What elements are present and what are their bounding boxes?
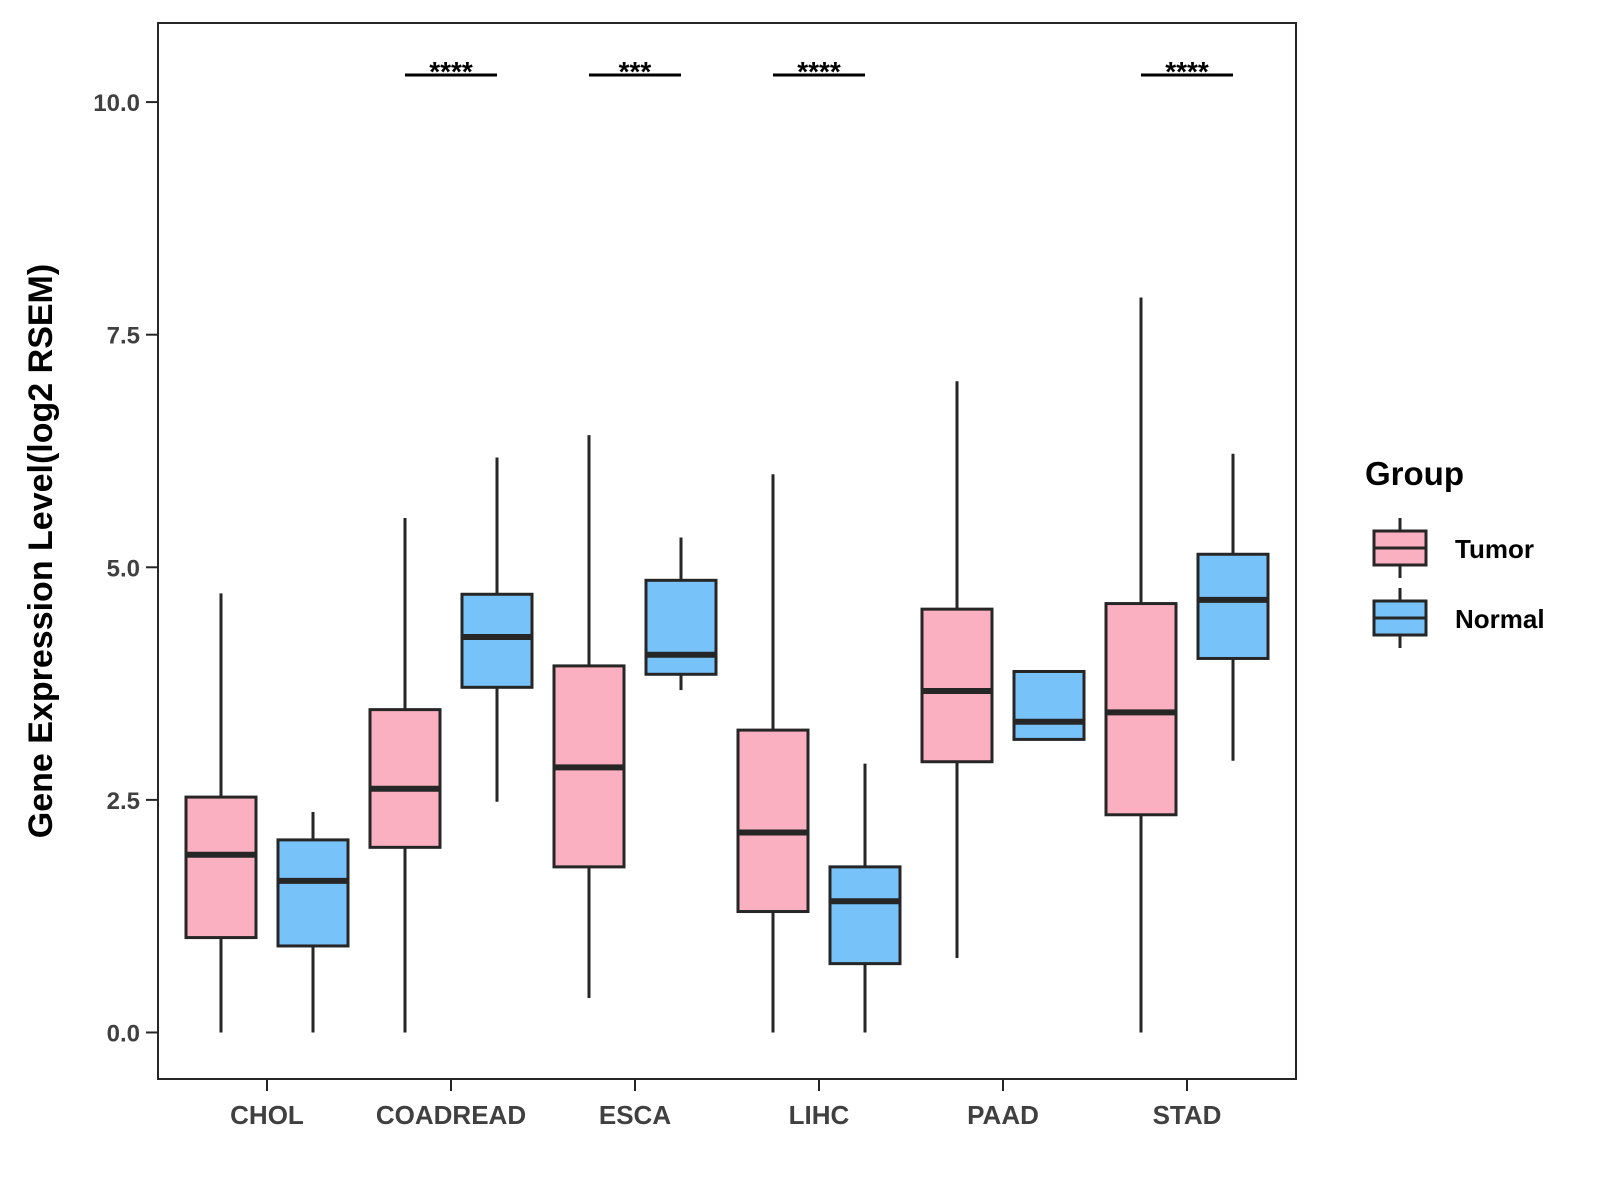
- significance-layer: **** *** **** ****: [405, 56, 1233, 87]
- box-iqr: [920, 607, 994, 764]
- legend-item-tumor: Tumor: [1372, 518, 1534, 578]
- box-tumor-esca: [552, 435, 626, 999]
- box-iqr: [184, 795, 258, 940]
- y-tick-label: 10.0: [93, 90, 140, 117]
- box-normal-chol: [276, 811, 350, 1033]
- box-tumor-coadread: [368, 517, 442, 1033]
- box-normal-stad: [1196, 453, 1270, 761]
- significance-label: ***: [619, 56, 652, 87]
- box-iqr: [276, 838, 350, 948]
- significance-esca: ***: [589, 56, 681, 87]
- box-iqr: [736, 728, 810, 914]
- significance-coadread: ****: [405, 56, 497, 87]
- box-iqr: [368, 708, 442, 849]
- significance-stad: ****: [1141, 56, 1233, 87]
- significance-label: ****: [429, 56, 473, 87]
- x-tick-label: ESCA: [599, 1100, 671, 1130]
- legend-item-normal: Normal: [1372, 588, 1545, 648]
- box-iqr: [460, 592, 534, 689]
- box-normal-lihc: [828, 763, 902, 1033]
- x-tick-label: COADREAD: [376, 1100, 526, 1130]
- x-tick-label: PAAD: [967, 1100, 1039, 1130]
- legend: Group Tumor Normal: [1365, 455, 1545, 648]
- x-tick-label: LIHC: [789, 1100, 850, 1130]
- significance-lihc: ****: [773, 56, 865, 87]
- significance-label: ****: [797, 56, 841, 87]
- legend-title: Group: [1365, 455, 1464, 492]
- box-iqr: [644, 578, 718, 676]
- significance-label: ****: [1165, 56, 1209, 87]
- box-iqr: [1012, 669, 1086, 741]
- y-tick-label: 0.0: [107, 1020, 140, 1047]
- box-normal-esca: [644, 537, 718, 691]
- boxes-layer: [184, 297, 1270, 1033]
- y-axis-title: Gene Expression Level(log2 RSEM): [22, 264, 60, 838]
- box-normal-coadread: [460, 457, 534, 802]
- box-normal-paad: [1012, 669, 1086, 741]
- box-tumor-stad: [1104, 297, 1178, 1033]
- y-tick-label: 7.5: [107, 323, 140, 350]
- box-tumor-lihc: [736, 474, 810, 1033]
- legend-label-normal: Normal: [1455, 604, 1545, 634]
- box-iqr: [1196, 552, 1270, 660]
- x-tick-label: CHOL: [230, 1100, 304, 1130]
- x-axis: CHOL COADREAD ESCA LIHC PAAD STAD: [230, 1079, 1221, 1130]
- box-iqr: [1104, 602, 1178, 817]
- box-tumor-chol: [184, 593, 258, 1033]
- y-tick-label: 2.5: [107, 788, 140, 815]
- legend-label-tumor: Tumor: [1455, 534, 1534, 564]
- box-tumor-paad: [920, 381, 994, 959]
- box-iqr: [828, 865, 902, 966]
- y-axis: 0.0 2.5 5.0 7.5 10.0: [93, 90, 158, 1047]
- x-tick-label: STAD: [1153, 1100, 1222, 1130]
- y-tick-label: 5.0: [107, 555, 140, 582]
